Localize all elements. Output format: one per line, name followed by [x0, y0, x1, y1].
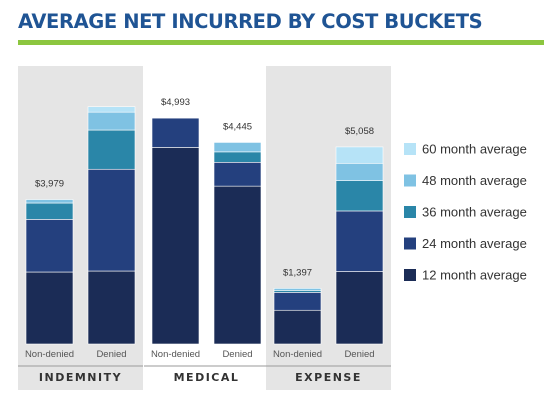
bar-segment-indemnity-denied-24-month-average — [87, 168, 136, 272]
tick-label-expense-denied: Denied — [344, 349, 374, 360]
tick-label-indemnity-non-denied: Non-denied — [25, 349, 74, 360]
bar-segment-indemnity-non-denied-24-month-average — [25, 219, 74, 273]
bar-segment-indemnity-non-denied-12-month-average — [25, 271, 74, 345]
data-label-medical-denied: $4,445 — [223, 121, 252, 132]
legend-swatch-36-month-average — [404, 206, 416, 218]
tick-label-expense-non-denied: Non-denied — [273, 349, 322, 360]
legend-label-36-month-average: 36 month average — [422, 205, 527, 220]
bar-segment-medical-non-denied-12-month-average — [151, 147, 200, 345]
legend-label-24-month-average: 24 month average — [422, 236, 527, 251]
bar-segment-medical-denied-48-month-average — [213, 142, 262, 153]
group-label-indemnity: INDEMNITY — [39, 371, 122, 384]
bar-segment-indemnity-denied-60-month-average — [87, 106, 136, 113]
legend-swatch-24-month-average — [404, 237, 416, 250]
legend-label-12-month-average: 12 month average — [422, 268, 527, 283]
bar-segment-expense-non-denied-12-month-average — [273, 309, 322, 345]
tick-label-medical-denied: Denied — [222, 349, 252, 360]
legend-swatch-60-month-average — [404, 143, 416, 155]
legend-swatch-48-month-average — [404, 174, 416, 187]
bar-segment-expense-non-denied-24-month-average — [273, 292, 322, 311]
bar-segment-indemnity-non-denied-48-month-average — [25, 199, 74, 204]
bar-segment-expense-denied-48-month-average — [335, 163, 384, 181]
legend-label-48-month-average: 48 month average — [422, 173, 527, 188]
bar-segment-expense-non-denied-48-month-average — [273, 288, 322, 291]
bar-segment-expense-denied-60-month-average — [335, 146, 384, 164]
data-label-expense-denied: $5,058 — [345, 126, 374, 137]
group-label-expense: EXPENSE — [295, 371, 362, 384]
bar-segment-indemnity-non-denied-36-month-average — [25, 202, 74, 220]
bar-segment-medical-denied-36-month-average — [213, 151, 262, 163]
tick-label-indemnity-denied: Denied — [96, 349, 126, 360]
bar-segment-indemnity-denied-12-month-average — [87, 270, 136, 345]
bar-segment-medical-non-denied-24-month-average — [151, 117, 200, 148]
title-rule — [18, 40, 544, 45]
group-label-medical: MEDICAL — [174, 371, 240, 384]
legend-label-60-month-average: 60 month average — [422, 142, 527, 157]
bar-segment-indemnity-denied-48-month-average — [87, 111, 136, 131]
data-label-medical-non-denied: $4,993 — [161, 97, 190, 108]
bar-segment-indemnity-denied-36-month-average — [87, 129, 136, 170]
bar-segment-medical-denied-24-month-average — [213, 162, 262, 187]
legend-swatch-12-month-average — [404, 269, 416, 281]
bar-segment-expense-denied-36-month-average — [335, 180, 384, 212]
data-label-expense-non-denied: $1,397 — [283, 267, 312, 278]
bar-segment-medical-denied-12-month-average — [213, 185, 262, 345]
chart-title: AVERAGE NET INCURRED BY COST BUCKETS — [18, 10, 483, 33]
bar-segment-expense-denied-12-month-average — [335, 271, 384, 345]
data-label-indemnity-non-denied: $3,979 — [35, 179, 64, 190]
tick-label-medical-non-denied: Non-denied — [151, 349, 200, 360]
bar-segment-expense-denied-24-month-average — [335, 210, 384, 272]
